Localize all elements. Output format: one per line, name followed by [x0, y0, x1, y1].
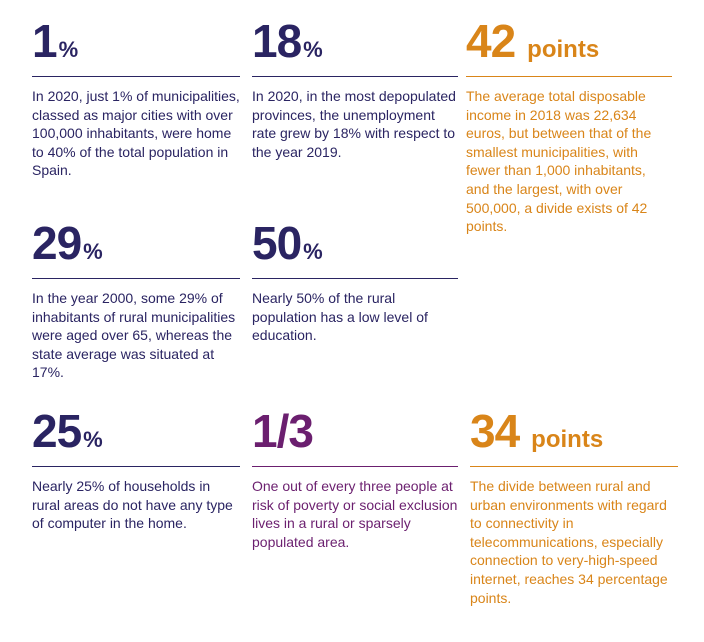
divider — [466, 76, 672, 77]
divider — [32, 278, 240, 279]
stat-description: The average total disposable income in 2… — [466, 88, 652, 235]
stat-value: 50 — [252, 217, 302, 269]
stat-description: In the year 2000, some 29% of inhabitant… — [32, 290, 236, 381]
stat-headline: 29 % — [32, 220, 240, 266]
stat-description: The divide between rural and urban envir… — [470, 478, 668, 606]
stat-card-5: 50 % Nearly 50% of the rural population … — [252, 220, 458, 345]
stat-value: 29 — [32, 217, 82, 269]
divider — [252, 278, 458, 279]
divider — [32, 466, 240, 467]
stat-unit: points — [527, 36, 600, 63]
stat-unit: % — [58, 37, 79, 62]
stat-card-3: 42 points The average total disposable i… — [466, 18, 672, 236]
stat-headline: 18 % — [252, 18, 458, 64]
stat-value: 18 — [252, 15, 302, 67]
stat-unit: % — [303, 239, 323, 264]
divider — [252, 76, 458, 77]
stat-headline: 50 % — [252, 220, 458, 266]
stat-headline: 25 % — [32, 408, 240, 454]
divider — [252, 466, 458, 467]
stat-card-2: 18 % In 2020, in the most depopulated pr… — [252, 18, 458, 161]
divider — [470, 466, 678, 467]
stat-card-7: 1/3 One out of every three people at ris… — [252, 408, 458, 551]
stat-headline: 34 points — [470, 408, 678, 454]
stat-description: Nearly 25% of households in rural areas … — [32, 478, 233, 532]
stat-headline: 1/3 — [252, 408, 458, 454]
stat-unit: % — [303, 37, 323, 62]
stat-description: In 2020, in the most depopulated provinc… — [252, 88, 456, 160]
stat-unit: % — [83, 239, 103, 264]
stat-card-1: 1 % In 2020, just 1% of municipalities, … — [32, 18, 240, 180]
stat-headline: 42 points — [466, 18, 672, 64]
stat-card-8: 34 points The divide between rural and u… — [470, 408, 678, 607]
stat-value: 42 — [466, 15, 516, 67]
stat-unit: points — [531, 426, 604, 453]
stat-value: 34 — [470, 405, 520, 457]
stat-value: 1/3 — [252, 405, 314, 457]
stat-card-4: 29 % In the year 2000, some 29% of inhab… — [32, 220, 240, 382]
stat-value: 1 — [32, 15, 58, 67]
stat-value: 25 — [32, 405, 82, 457]
stat-description: In 2020, just 1% of municipalities, clas… — [32, 88, 240, 179]
stat-card-6: 25 % Nearly 25% of households in rural a… — [32, 408, 240, 533]
stat-description: Nearly 50% of the rural population has a… — [252, 290, 428, 344]
stat-unit: % — [83, 427, 103, 452]
divider — [32, 76, 240, 77]
stat-description: One out of every three people at risk of… — [252, 478, 458, 550]
stat-headline: 1 % — [32, 18, 240, 64]
